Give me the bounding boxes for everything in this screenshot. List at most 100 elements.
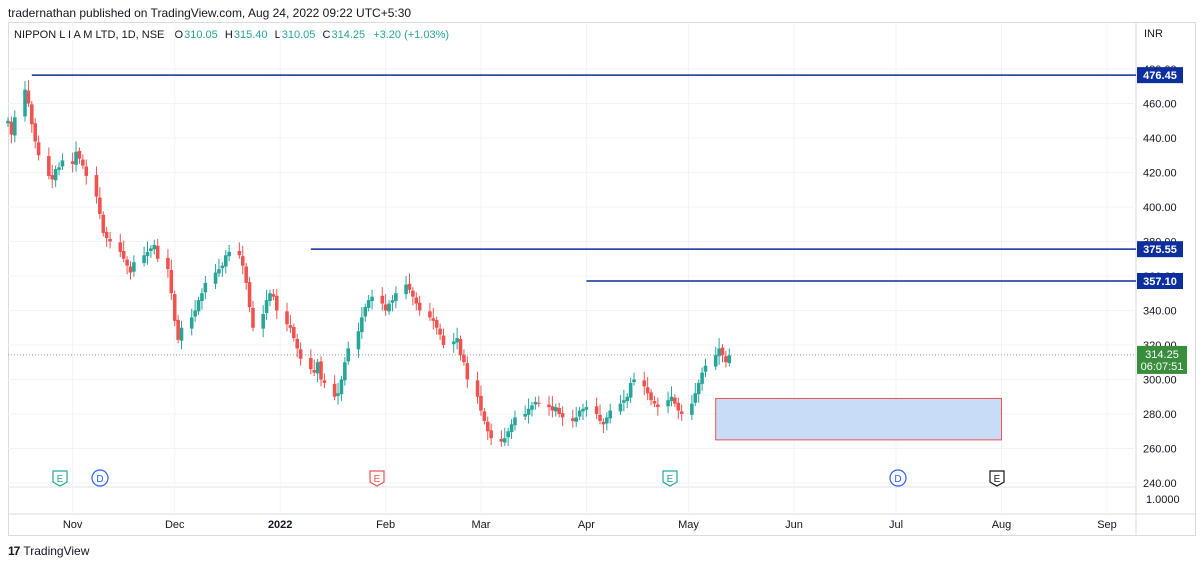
candle-body xyxy=(179,327,184,341)
candle-body xyxy=(53,169,58,181)
candle-body xyxy=(264,300,269,314)
candle-body xyxy=(482,411,487,421)
tradingview-logo[interactable]: 17 TradingView xyxy=(8,544,89,558)
symbol-legend: NIPPON L I A M LTD, 1D, NSE O310.05 H315… xyxy=(14,29,450,41)
candle-body xyxy=(172,294,177,321)
candle-body xyxy=(557,407,561,414)
candle-body xyxy=(577,410,582,417)
tradingview-brand: TradingView xyxy=(23,544,90,558)
candle-body xyxy=(696,382,701,395)
candle-body xyxy=(724,356,728,363)
candle-body xyxy=(57,167,61,170)
candle-body xyxy=(581,408,585,412)
candle-body xyxy=(30,104,34,125)
candle-body xyxy=(247,282,252,308)
candle-body xyxy=(244,266,248,283)
candle-body xyxy=(196,300,201,312)
candle-body xyxy=(509,424,514,433)
price-tick-label: 340.00 xyxy=(1143,306,1177,318)
candle-body xyxy=(81,159,85,166)
time-tick-label: Dec xyxy=(165,519,185,531)
candle-body xyxy=(275,295,279,311)
level-price-tag xyxy=(1137,273,1183,290)
candle-body xyxy=(366,300,371,308)
candle-body xyxy=(605,417,609,424)
candle-body xyxy=(679,411,684,414)
candle-body xyxy=(84,166,89,176)
price-tick-label: 240.00 xyxy=(1143,478,1177,490)
candle-body xyxy=(145,251,150,257)
candle-body xyxy=(462,354,466,363)
high-label: H xyxy=(224,29,233,41)
time-tick-label: May xyxy=(678,519,699,531)
candle-body xyxy=(121,250,126,259)
candle-body xyxy=(312,370,317,373)
candle-body xyxy=(673,397,677,404)
candle-body xyxy=(268,293,272,302)
candle-body xyxy=(485,421,490,432)
candle-body xyxy=(203,282,208,293)
candle-body xyxy=(598,414,602,421)
candle-body xyxy=(720,347,725,356)
candle-body xyxy=(339,379,344,395)
candle-body xyxy=(645,387,650,394)
open-label: O xyxy=(174,29,184,41)
price-tick-label: 440.00 xyxy=(1143,133,1177,145)
price-tick-label: 400.00 xyxy=(1143,202,1177,214)
candle-body xyxy=(550,406,555,411)
candle-body xyxy=(690,403,694,415)
candle-body xyxy=(261,313,265,329)
close-value: 314.25 xyxy=(331,29,366,41)
candle-body xyxy=(547,404,551,408)
candle-body xyxy=(404,284,408,295)
last-price-label: 314.25 xyxy=(1145,349,1179,361)
currency-label[interactable]: INR xyxy=(1144,28,1163,40)
candle-body xyxy=(390,300,395,303)
price-tick-label: 420.00 xyxy=(1143,168,1177,180)
candle-body xyxy=(434,319,439,328)
candle-body xyxy=(132,262,136,272)
low-value: 310.05 xyxy=(281,29,316,41)
candle-body xyxy=(200,293,204,302)
candle-body xyxy=(479,395,483,411)
time-tick-label: 2022 xyxy=(268,519,292,531)
candle-body xyxy=(411,290,415,297)
dividend-marker xyxy=(91,469,109,487)
candle-body xyxy=(622,400,626,403)
level-price-label: 375.55 xyxy=(1143,244,1177,256)
time-tick-label: Aug xyxy=(992,519,1012,531)
candle-body xyxy=(676,402,681,411)
time-tick-label: Nov xyxy=(63,519,83,531)
candle-body xyxy=(642,380,647,387)
candle-body xyxy=(360,317,364,333)
earnings-marker xyxy=(989,470,1005,487)
candle-body xyxy=(237,250,242,256)
candle-body xyxy=(383,304,388,311)
symbol-name: NIPPON L I A M LTD, 1D, NSE xyxy=(14,29,165,41)
candle-body xyxy=(601,421,606,425)
candle-body xyxy=(104,232,109,239)
candle-body xyxy=(363,307,368,317)
candle-body xyxy=(166,257,170,270)
earnings-marker xyxy=(369,470,385,487)
change-value: +3.20 (+1.03%) xyxy=(373,29,450,41)
candle-body xyxy=(533,401,538,405)
candle-body xyxy=(343,362,347,381)
level-price-label: 476.45 xyxy=(1143,70,1177,82)
candle-body xyxy=(36,142,41,156)
candle-body xyxy=(513,417,517,426)
candle-body xyxy=(526,408,531,415)
volume-scale-label: 1.0000 xyxy=(1146,494,1180,506)
candle-body xyxy=(149,248,153,251)
level-price-tag xyxy=(1137,67,1183,84)
candle-body xyxy=(666,400,670,407)
candle-body xyxy=(554,407,558,412)
candle-body xyxy=(13,117,17,136)
candle-body xyxy=(475,380,480,397)
earnings-marker xyxy=(52,470,68,487)
price-tick-label: 260.00 xyxy=(1143,444,1177,456)
candle-body xyxy=(625,396,630,402)
candle-body xyxy=(407,283,412,290)
candle-body xyxy=(417,302,422,311)
